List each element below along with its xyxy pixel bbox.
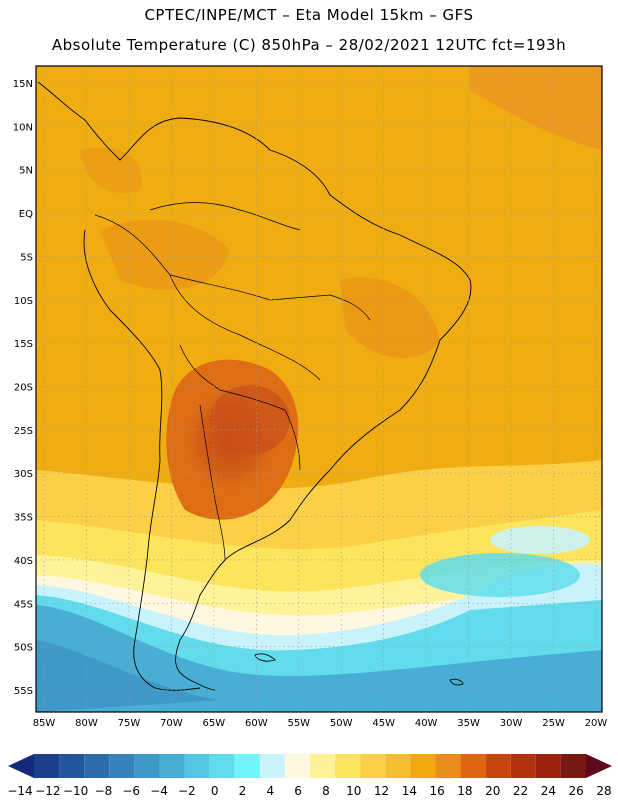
lat-label: 10N [13,122,33,133]
colorbar-label: 16 [430,784,445,798]
colorbar-label: 4 [266,784,274,798]
colorbar-label: 12 [374,784,389,798]
colorbar-arrow-right [586,754,612,778]
colorbar-label: −4 [150,784,168,798]
lon-label: 45W [372,718,395,729]
lat-label: 5S [20,252,33,263]
colorbar-label: 26 [569,784,584,798]
colorbar-arrow-left [8,754,34,778]
colorbar-boxes [34,754,586,778]
lon-label: 60W [245,718,268,729]
colorbar-label: 14 [402,784,417,798]
colorbar-box [234,754,260,778]
colorbar-box [410,754,436,778]
temperature-field [36,66,602,712]
colorbar-label: 6 [294,784,302,798]
colorbar-box [259,754,285,778]
colorbar-box [485,754,511,778]
lat-label: 55S [14,686,33,697]
lon-label: 70W [160,718,183,729]
lat-label: 30S [14,469,33,480]
chart-subtitle: Absolute Temperature (C) 850hPa – 28/02/… [51,36,567,54]
colorbar-box [360,754,386,778]
colorbar-label: 22 [513,784,528,798]
colorbar-box [385,754,411,778]
lat-label: EQ [19,209,33,220]
colorbar-label: 24 [541,784,556,798]
colorbar-label: 0 [211,784,219,798]
colorbar-box [109,754,135,778]
colorbar-label: −12 [35,784,60,798]
colorbar-label: −10 [63,784,88,798]
lat-label: 20S [14,383,33,394]
lat-label: 15S [14,339,33,350]
coastline [37,81,472,691]
lat-label: 5N [19,166,33,177]
lon-label: 80W [75,718,98,729]
lon-label: 75W [118,718,141,729]
colorbar-box [510,754,536,778]
colorbar-box [560,754,586,778]
colorbar-box [284,754,310,778]
lat-label: 50S [14,643,33,654]
colorbar-label: −2 [178,784,196,798]
lon-label: 25W [542,718,565,729]
chart-title: CPTEC/INPE/MCT – Eta Model 15km – GFS [144,6,474,24]
colorbar-box [59,754,85,778]
colorbar-box [460,754,486,778]
colorbar-box [84,754,110,778]
lon-label: 85W [33,718,56,729]
colorbar-box [310,754,336,778]
colorbar-label: 20 [485,784,500,798]
colorbar-labels: −14 −12 −10 −8 −6 −4 −2 0 2 4 6 8 10 12 14 16 18 20 22 24 26… [7,784,611,798]
lat-label: 45S [14,599,33,610]
lon-label: 50W [330,718,353,729]
colorbar-box [535,754,561,778]
lon-label: 20W [585,718,608,729]
lon-label: 40W [415,718,438,729]
colorbar-box [209,754,235,778]
colorbar-label: −8 [95,784,113,798]
colorbar-box [335,754,361,778]
colorbar-label: 10 [346,784,361,798]
colorbar-label: 18 [457,784,472,798]
lat-label: 10S [14,296,33,307]
colorbar-box [159,754,185,778]
colorbar-label: 2 [239,784,247,798]
lat-label: 15N [13,79,33,90]
latitude-labels: 15N 10N 5N EQ 5S 10S 15S 20S 25S 30S 35S 40S 45S 50S 5… [13,79,33,697]
country-borders [94,202,371,561]
colorbar-box [134,754,160,778]
colorbar-box [184,754,210,778]
lat-label: 40S [14,556,33,567]
lon-label: 35W [457,718,480,729]
map-frame [35,65,603,713]
lon-label: 55W [287,718,310,729]
colorbar-label: −14 [7,784,32,798]
lon-label: 65W [203,718,226,729]
lon-label: 30W [500,718,523,729]
longitude-labels: 85W 80W 75W 70W 65W 60W 55W 50W 45W 40W 35W 30W 25W 2… [33,718,608,729]
colorbar-box [435,754,461,778]
colorbar-label: −6 [122,784,140,798]
colorbar-box [34,754,60,778]
lat-label: 35S [14,513,33,524]
colorbar-label: 28 [596,784,611,798]
colorbar-label: 8 [322,784,330,798]
lat-label: 25S [14,426,33,437]
